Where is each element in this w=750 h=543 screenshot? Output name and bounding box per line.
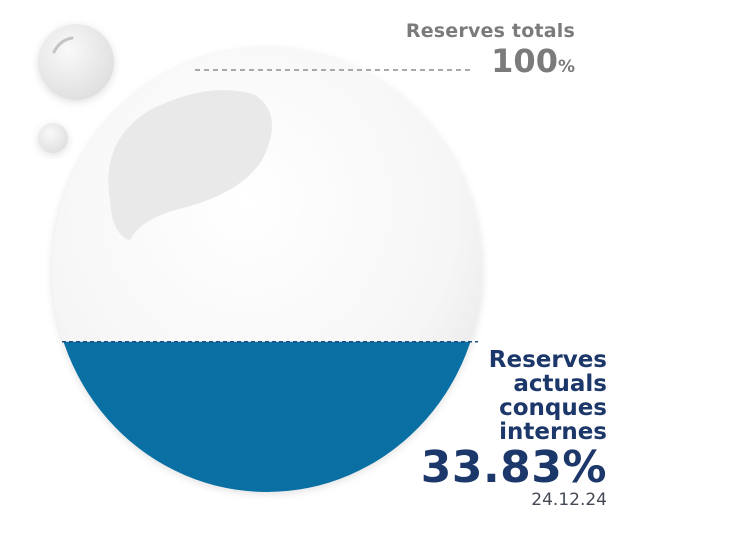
total-reserve-number: 100 bbox=[491, 42, 558, 80]
decorative-bubble-small bbox=[38, 123, 68, 153]
total-reserve-value: 100% bbox=[491, 42, 575, 80]
decorative-bubble-large bbox=[38, 24, 114, 100]
bubble-highlight-icon bbox=[52, 36, 74, 54]
total-reserve-label: Reserves totals bbox=[405, 20, 575, 42]
reserve-date: 24.12.24 bbox=[531, 490, 607, 510]
drop-highlight-icon bbox=[108, 90, 272, 240]
current-reserve-label: Reserves actuals conques internes bbox=[488, 347, 607, 445]
total-reserve-unit: % bbox=[557, 57, 575, 77]
current-reserve-value: 33.83% bbox=[420, 442, 607, 493]
